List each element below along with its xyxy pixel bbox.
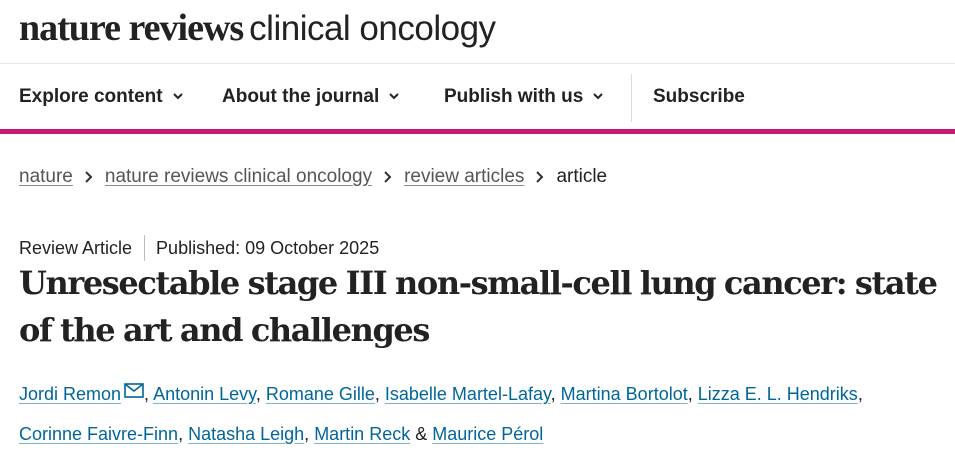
breadcrumb-journal[interactable]: nature reviews clinical oncology: [104, 166, 373, 187]
breadcrumb-current: article: [556, 166, 608, 187]
subscribe-label: Subscribe: [653, 85, 745, 107]
logo-nature-reviews: nature reviews: [19, 7, 244, 49]
author-link[interactable]: Jordi Remon: [19, 384, 122, 404]
journal-logo[interactable]: nature reviews clinical oncology: [19, 6, 496, 58]
author-list: Jordi Remon, Antonin Levy, Romane Gille,…: [19, 383, 863, 444]
article-title: Unresectable stage III non-small-cell lu…: [19, 264, 938, 349]
envelope-icon[interactable]: [124, 383, 144, 398]
chevron-down-icon: [593, 92, 604, 99]
nav-item-label: Publish with us: [444, 85, 584, 107]
author-link[interactable]: Natasha Leigh: [188, 424, 305, 444]
nav-publish-with-us[interactable]: Publish with us: [444, 64, 604, 129]
author-link[interactable]: Romane Gille: [265, 384, 375, 404]
article-meta: Review Article Published: 09 October 202…: [19, 235, 379, 261]
author-link[interactable]: Maurice Pérol: [432, 424, 544, 444]
author-link[interactable]: Corinne Faivre-Finn: [19, 424, 179, 444]
article-type: Review Article: [19, 237, 133, 258]
nav-item-label: About the journal: [222, 85, 380, 107]
meta-divider: [144, 235, 146, 261]
nav-explore-content[interactable]: Explore content: [19, 64, 183, 129]
author-link[interactable]: Lizza E. L. Hendriks: [697, 384, 858, 404]
subscribe-link[interactable]: Subscribe: [653, 64, 745, 129]
chevron-right-icon: [536, 171, 544, 183]
author-link[interactable]: Isabelle Martel-Lafay: [384, 384, 551, 404]
chevron-right-icon: [85, 171, 93, 183]
author-link[interactable]: Martina Bortolot: [560, 384, 688, 404]
nav-about-journal[interactable]: About the journal: [222, 64, 399, 129]
nav-divider: [631, 74, 632, 122]
chevron-down-icon: [172, 92, 183, 99]
breadcrumb: nature nature reviews clinical oncology …: [19, 164, 607, 190]
chevron-right-icon: [384, 171, 392, 183]
published-date: Published: 09 October 2025: [156, 237, 380, 258]
breadcrumb-review-articles[interactable]: review articles: [404, 166, 525, 187]
nav-item-label: Explore content: [19, 85, 163, 107]
author-conjunction: &: [415, 424, 428, 444]
breadcrumb-nature[interactable]: nature: [19, 166, 73, 187]
chevron-down-icon: [389, 92, 399, 99]
logo-journal-name: clinical oncology: [249, 9, 496, 48]
author-link[interactable]: Martin Reck: [314, 424, 411, 444]
author-link[interactable]: Antonin Levy: [153, 384, 256, 404]
main-nav: Explore content About the journal Publis…: [0, 64, 955, 134]
site-header: nature reviews clinical oncology: [0, 0, 955, 64]
